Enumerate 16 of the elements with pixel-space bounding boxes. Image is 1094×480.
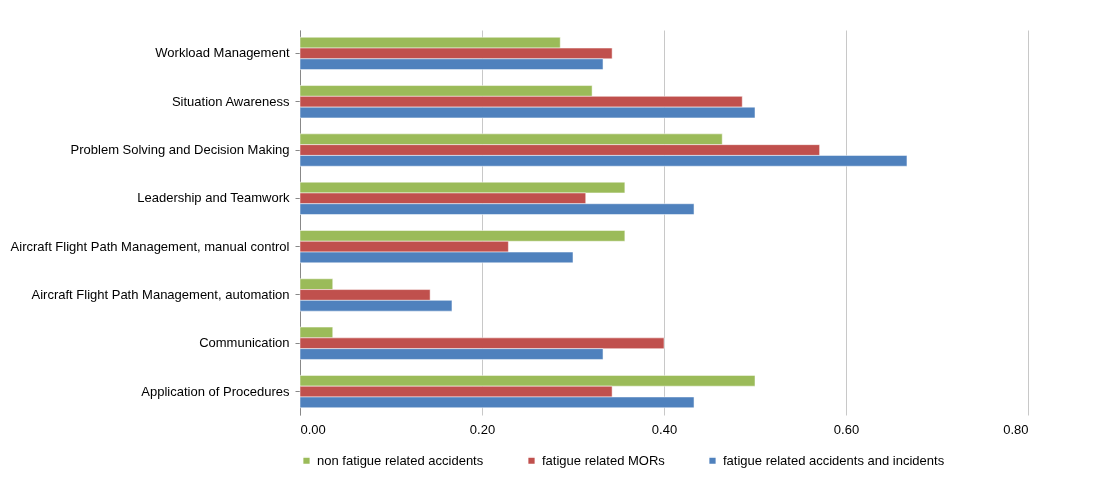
x-tick-label: 0.80 [1003, 421, 1029, 437]
y-tick-label: Communication [199, 335, 290, 351]
legend-label: fatigue related MORs [542, 452, 666, 468]
y-tick-label: Workload Management [155, 45, 290, 61]
legend-label: non fatigue related accidents [317, 452, 484, 468]
legend-label: fatigue related accidents and incidents [723, 452, 945, 468]
x-tick-label: 0.60 [833, 421, 860, 437]
x-tick-label: 0.20 [469, 421, 496, 437]
y-tick-label: Problem Solving and Decision Making [70, 142, 290, 158]
y-tick-label: Situation Awareness [171, 93, 290, 109]
x-tick-label: 0.40 [651, 421, 678, 437]
y-tick-label: Application of Procedures [141, 383, 290, 399]
y-tick-label: Aircraft Flight Path Management, automation [31, 286, 290, 302]
y-tick-label: Leadership and Teamwork [137, 190, 290, 206]
y-tick-label: Aircraft Flight Path Management, manual control [10, 238, 290, 254]
x-tick-label: 0.00 [300, 421, 326, 437]
